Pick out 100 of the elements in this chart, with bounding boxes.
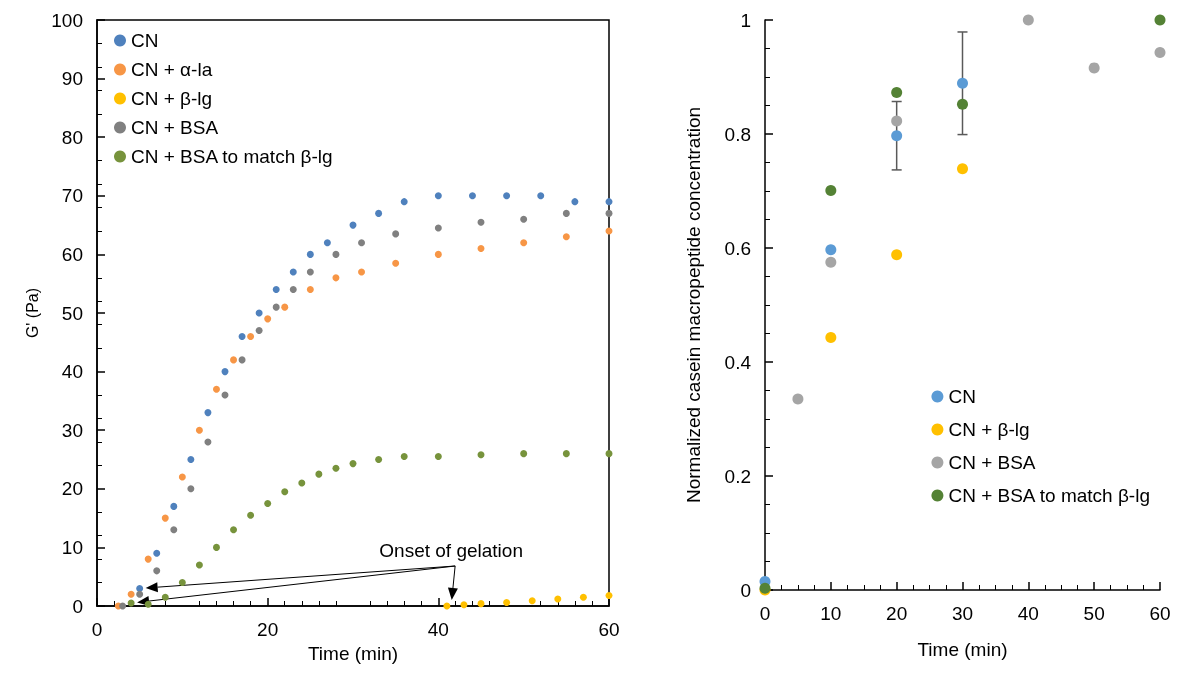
point [195, 561, 203, 569]
point [375, 209, 383, 217]
point [503, 192, 511, 200]
y-tick-label: 90 [61, 68, 83, 90]
point [127, 590, 135, 598]
point [221, 368, 229, 376]
point [477, 600, 485, 608]
x-tick-label: 30 [951, 603, 974, 624]
point [323, 239, 331, 247]
point [434, 224, 442, 232]
point [264, 315, 272, 323]
point [289, 268, 297, 276]
point [272, 286, 280, 294]
point [212, 385, 220, 393]
point [281, 488, 289, 496]
point [477, 245, 485, 253]
y-tick-label: 40 [61, 361, 83, 383]
legend-label: CN + BSA [948, 452, 1036, 473]
point [957, 163, 968, 175]
point [554, 595, 562, 603]
x-tick-label: 40 [427, 619, 449, 640]
point [119, 602, 127, 610]
point [247, 511, 255, 519]
point [400, 453, 408, 461]
point [825, 256, 837, 268]
point [332, 274, 340, 282]
y-tick-label: 20 [61, 478, 83, 500]
x-tick-label: 60 [1149, 603, 1171, 624]
point [136, 590, 144, 598]
annotation: Onset of gelation [379, 540, 523, 561]
point [375, 456, 383, 463]
point [520, 215, 528, 223]
point [255, 327, 263, 335]
point [178, 473, 186, 481]
point [825, 184, 837, 196]
point [170, 526, 178, 534]
point [204, 409, 212, 417]
point [306, 250, 314, 258]
point [230, 526, 238, 534]
legend-label: CN + β-lg [131, 88, 213, 109]
point [460, 601, 468, 609]
legend-label: CN [948, 386, 976, 407]
legend-label: CN + BSA [131, 117, 219, 138]
point [153, 567, 161, 575]
point [605, 450, 613, 458]
x-axis-title: Time (min) [307, 642, 399, 664]
point [136, 584, 144, 592]
y-tick-label: 30 [61, 419, 83, 441]
point [891, 249, 903, 261]
point [957, 98, 968, 110]
point [264, 499, 272, 507]
point [178, 579, 186, 587]
x-axis-title: Time (min) [917, 639, 1008, 660]
point [562, 209, 570, 217]
x-tick-label: 40 [1017, 603, 1039, 624]
point [434, 453, 442, 461]
point [468, 192, 476, 200]
point [212, 543, 220, 551]
point [144, 555, 152, 563]
x-tick-label: 10 [820, 603, 842, 624]
x-tick-label: 20 [886, 603, 908, 624]
point [127, 599, 135, 607]
y-tick-label: 0 [740, 579, 751, 601]
point [537, 192, 545, 200]
point [825, 244, 837, 256]
legend-label: CN + BSA to match β-lg [948, 485, 1150, 506]
point [281, 303, 289, 311]
legend-label: CN + α-la [131, 59, 213, 80]
x-tick-label: 60 [598, 619, 620, 640]
point [289, 286, 297, 294]
point [306, 286, 314, 294]
y-tick-label: 10 [61, 536, 83, 558]
y-axis-title: G' (Pa) [23, 287, 41, 339]
point [434, 192, 442, 200]
point [332, 250, 340, 258]
point [605, 209, 613, 217]
point [187, 485, 195, 493]
point [503, 598, 511, 606]
point [1022, 14, 1034, 26]
point [358, 239, 366, 247]
point [605, 198, 613, 206]
x-tick-label: 50 [1083, 603, 1105, 624]
point [891, 86, 903, 98]
y-tick-label: 0.4 [724, 351, 752, 373]
point [528, 597, 536, 605]
point [161, 593, 169, 601]
point [957, 77, 968, 89]
x-tick-label: 0 [759, 603, 771, 624]
y-tick-label: 0.2 [724, 465, 751, 487]
point [144, 600, 152, 608]
point [1154, 14, 1166, 26]
point [272, 303, 280, 311]
point [392, 259, 400, 267]
point [434, 250, 442, 258]
point [195, 426, 203, 434]
point [579, 593, 587, 601]
y-tick-label: 50 [61, 302, 83, 324]
y-tick-label: 70 [61, 185, 83, 207]
point [298, 479, 306, 487]
legend-label: CN [131, 30, 159, 51]
